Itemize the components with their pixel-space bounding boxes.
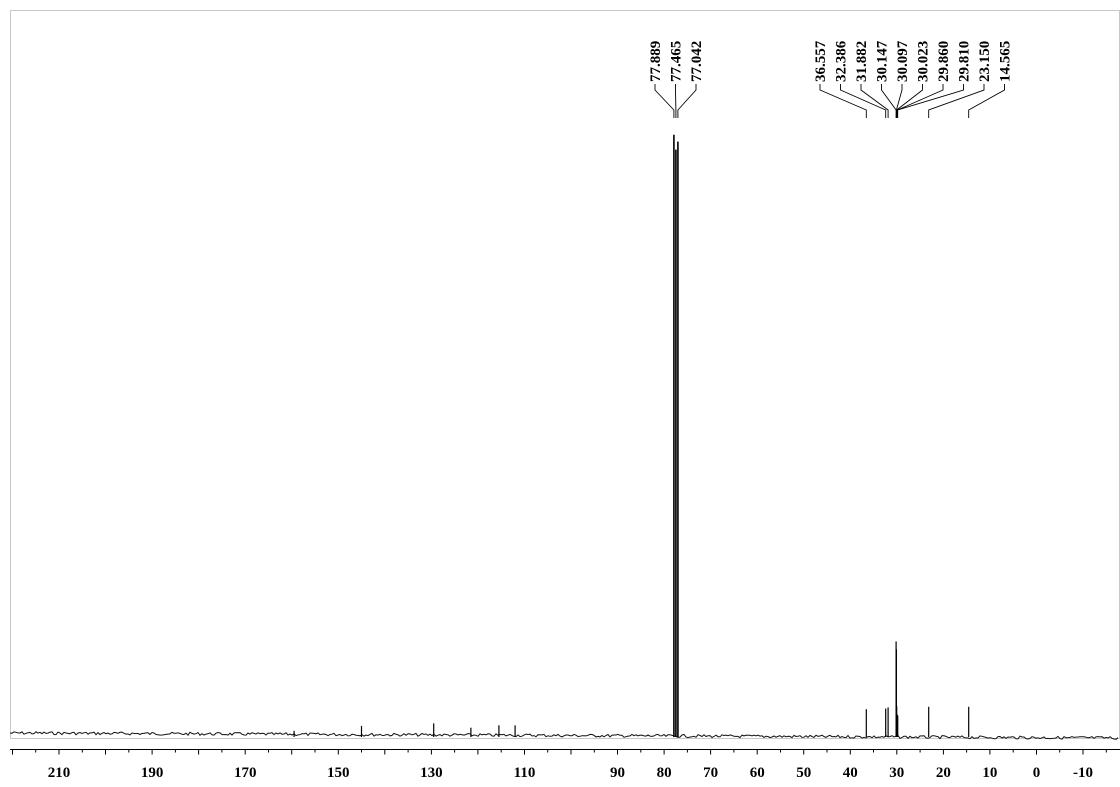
x-tick-label: 10 [982,765,997,781]
peak-label-connector [968,84,1005,112]
peak-label: 31.882 [854,41,870,82]
x-tick-label: 60 [750,765,765,781]
peak-label-connector [897,84,964,112]
x-tick-label: 80 [657,765,672,781]
peaks [293,134,970,737]
x-tick-label: 20 [936,765,951,781]
peak-label: 29.810 [957,41,973,82]
peak-label: 36.557 [813,40,829,82]
peak-label: 30.147 [875,40,891,82]
x-tick-label: 210 [48,765,71,781]
peak-label-connectors [654,84,1005,118]
peak-label: 30.097 [895,40,911,82]
plot-border [10,10,1120,739]
peak-label: 77.042 [689,41,705,82]
x-tick-label: 50 [796,765,811,781]
x-tick-label: 70 [703,765,718,781]
peak-label: 30.023 [916,41,932,82]
peak-label-connector [860,84,889,112]
baseline-noise [9,731,1119,740]
x-axis-tick-labels: 210 190 170 150 130 110 90 80 70 60 50 40 30 20 10 0 -10 [48,765,1093,781]
peak-label-connector [881,84,897,112]
x-axis-ticks [12,749,1107,755]
baseline-trace [9,731,1119,740]
peak-label-connector [654,84,675,112]
peak-label: 77.465 [669,41,685,82]
x-tick-label: 110 [514,765,536,781]
x-tick-label: 40 [843,765,858,781]
peak-label-connector [840,84,887,112]
peak-label-connector [819,84,867,112]
peak-label: 77.889 [648,41,664,82]
x-tick-label: 150 [327,765,350,781]
x-tick-label: 0 [1033,765,1041,781]
peak-label-connector [677,84,697,112]
x-tick-label: 190 [141,765,164,781]
peak-label: 23.150 [977,41,993,82]
peak-labels: 77.889 77.465 77.042 36.557 32.386 31.882 30.1… [648,40,1014,82]
x-tick-label: 130 [420,765,443,781]
peak-label: 29.860 [936,41,952,82]
peak-label: 32.386 [834,40,850,82]
peak-label-connector [928,84,985,112]
x-tick-label: -10 [1073,765,1093,781]
x-tick-label: 170 [234,765,257,781]
x-tick-label: 30 [889,765,904,781]
peak-label: 14.565 [998,41,1014,82]
x-tick-label: 90 [610,765,625,781]
peak-label-connector [896,84,923,112]
